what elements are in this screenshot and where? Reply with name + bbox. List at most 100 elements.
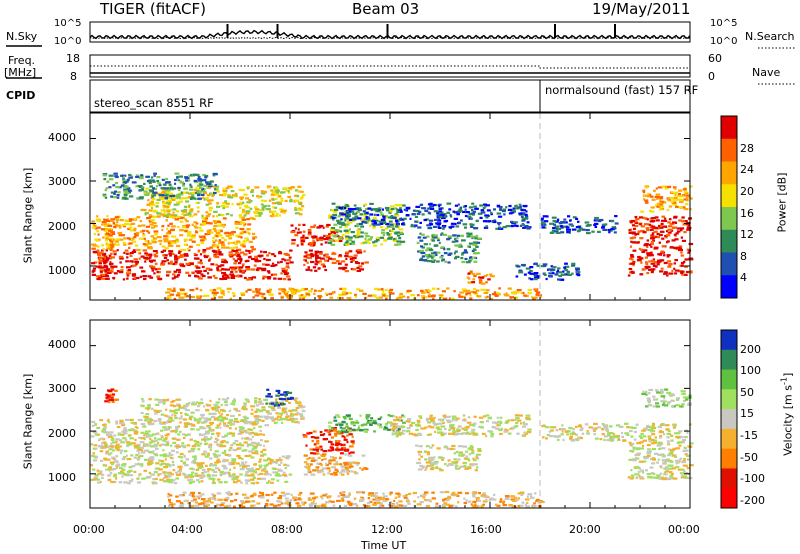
velocity-colorbar-segment <box>721 448 737 469</box>
power-region <box>515 262 581 281</box>
power-region <box>91 215 258 252</box>
nsky-panel-frame <box>89 21 691 43</box>
vel-cbar-m100: -100 <box>740 472 765 485</box>
vel-cbar-100: 100 <box>740 364 761 377</box>
station-title: TIGER (fitACF) <box>100 0 207 18</box>
power-colorbar-segment <box>721 161 737 185</box>
velocity-region <box>302 427 356 455</box>
xtick-12: 12:00 <box>371 523 403 536</box>
power-colorbar-segment <box>721 184 737 208</box>
power-region <box>140 185 306 218</box>
vel-ytick-4000: 4000 <box>48 338 76 351</box>
velocity-region <box>303 452 369 476</box>
velocity-region <box>627 422 694 481</box>
power-colorbar-segment <box>721 207 737 231</box>
velocity-region <box>390 414 532 438</box>
velocity-region <box>415 444 482 472</box>
power-cbar-20: 20 <box>740 185 754 198</box>
cpid-segment-1: stereo_scan 8551 RF <box>94 96 214 110</box>
freq-tick-bottom: 8 <box>70 70 77 83</box>
power-cbar-12: 12 <box>740 228 754 241</box>
nsearch-tick-bottom: 10^0 <box>710 36 738 47</box>
velocity-colorbar-segment <box>721 468 737 489</box>
power-region <box>165 287 543 300</box>
power-colorbar-segment <box>721 252 737 276</box>
power-region <box>102 172 218 201</box>
velocity-region <box>104 388 120 404</box>
power-cbar-8: 8 <box>740 250 747 263</box>
nsky-label: N.Sky <box>6 30 38 43</box>
nave-series <box>90 65 690 69</box>
velocity-colorbar-segment <box>721 409 737 430</box>
xtick-08: 08:00 <box>271 523 303 536</box>
velocity-region <box>641 388 692 408</box>
freq-tick-top: 18 <box>66 52 80 65</box>
vel-ytick-1000: 1000 <box>48 471 76 484</box>
power-region <box>403 202 532 230</box>
power-ytick-4000: 4000 <box>48 131 76 144</box>
nave-tick-top: 60 <box>708 52 722 65</box>
velocity-colorbar-segment <box>721 349 737 371</box>
velocity-colorbar-segment <box>721 389 737 410</box>
power-region <box>416 232 482 264</box>
power-region <box>303 249 369 273</box>
nsearch-tick-top: 10^5 <box>710 18 738 29</box>
vel-ytick-2000: 2000 <box>48 427 76 440</box>
power-region <box>627 215 694 277</box>
freq-label-line2: [MHz] <box>4 66 37 79</box>
power-region <box>466 270 495 285</box>
beam-title: Beam 03 <box>352 0 420 18</box>
power-ytick-1000: 1000 <box>48 264 76 277</box>
nsearch-label: N.Search <box>745 30 795 43</box>
velocity-colorbar-segment <box>721 369 737 390</box>
vel-cbar-200: 200 <box>740 343 761 356</box>
power-region <box>540 215 619 235</box>
cpid-label: CPID <box>6 89 36 102</box>
velocity-colorbar-frame <box>720 329 738 509</box>
power-cbar-4: 4 <box>740 271 747 284</box>
vel-cbar-50: 50 <box>740 386 754 399</box>
xtick-04: 04:00 <box>171 523 203 536</box>
velocity-region <box>167 490 545 509</box>
vel-cbar-m200: -200 <box>740 494 765 507</box>
xtick-16: 16:00 <box>470 523 502 536</box>
freq-label-line1: Freq. <box>8 54 36 67</box>
nave-label: Nave <box>752 66 781 79</box>
nsky-tick-top: 10^5 <box>54 18 82 29</box>
power-colorbar-segment <box>721 229 737 253</box>
nsearch-series <box>89 36 691 40</box>
velocity-region <box>90 418 269 455</box>
power-region <box>91 249 294 281</box>
cpid-panel-frame <box>89 79 691 113</box>
nsky-tick-bottom: 10^0 <box>54 36 82 47</box>
power-region <box>640 185 693 213</box>
power-colorbar-frame <box>720 115 738 299</box>
vel-ytick-3000: 3000 <box>48 382 76 395</box>
power-ytick-2000: 2000 <box>48 220 76 233</box>
power-cbar-24: 24 <box>740 163 754 176</box>
velocity-region <box>541 422 630 442</box>
x-axis-label: Time UT <box>361 539 407 552</box>
vel-cbar-m50: -50 <box>740 451 758 464</box>
power-colorbar-segment <box>721 138 737 162</box>
velocity-colorbar-segment <box>721 428 737 450</box>
xtick-00: 00:00 <box>73 523 105 536</box>
xtick-24: 00:00 <box>668 523 700 536</box>
cpid-segment-2: normalsound (fast) 157 RF <box>545 83 699 97</box>
velocity-colorbar-segment <box>721 488 737 509</box>
date-title: 19/May/2011 <box>592 0 691 18</box>
nave-tick-bottom: 0 <box>708 70 715 83</box>
power-region <box>330 206 406 226</box>
power-cbar-16: 16 <box>740 207 754 220</box>
power-ytick-3000: 3000 <box>48 175 76 188</box>
power-colorbar-segment <box>721 275 737 299</box>
velocity-region <box>90 452 293 485</box>
velocity-colorbar-segment <box>721 330 737 351</box>
vel-cbar-m15: -15 <box>740 429 758 442</box>
power-cbar-28: 28 <box>740 142 754 155</box>
vel-cbar-15: 15 <box>740 407 754 420</box>
velocity-region <box>265 388 294 407</box>
power-colorbar-segment <box>721 116 737 140</box>
xtick-20: 20:00 <box>569 523 601 536</box>
